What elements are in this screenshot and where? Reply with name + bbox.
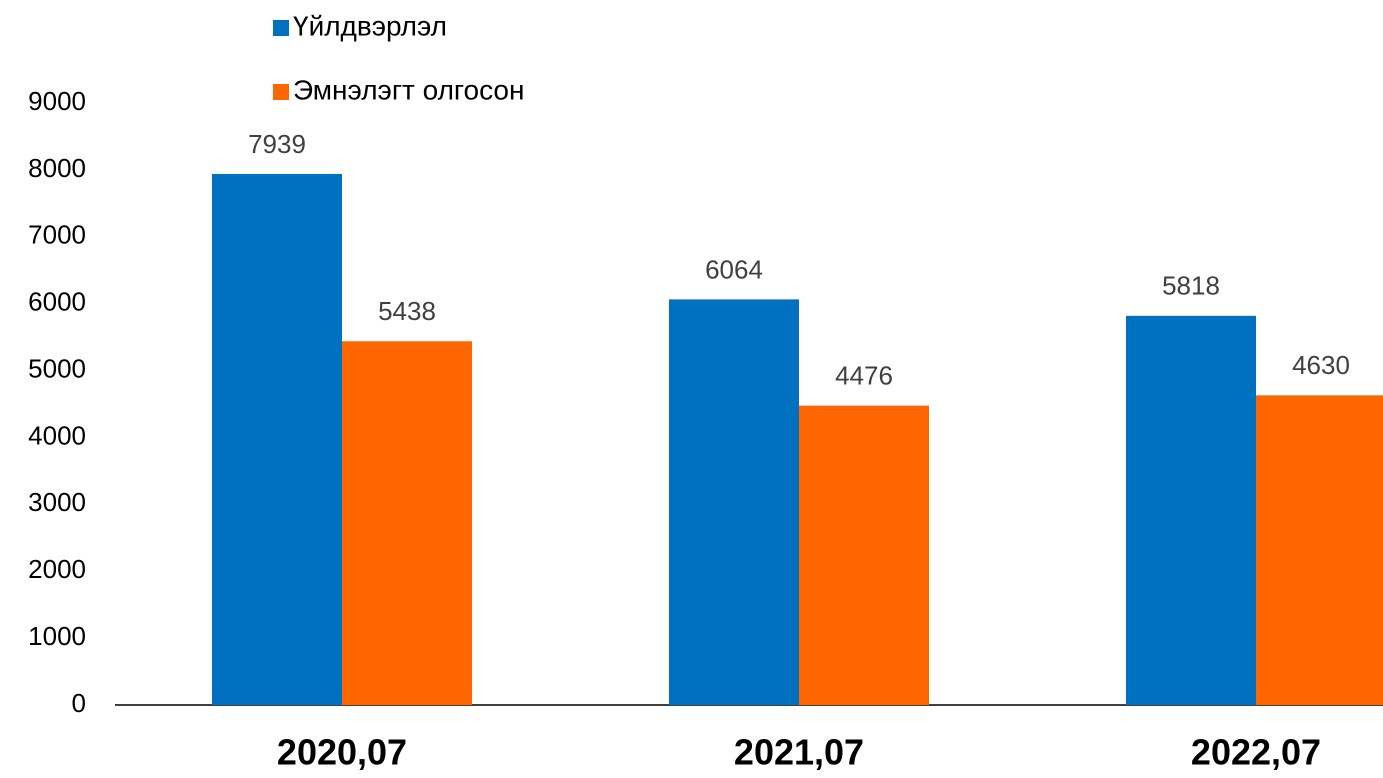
bar [342, 341, 472, 705]
bar [799, 405, 929, 705]
bar [669, 299, 799, 705]
value-label: 7939 [248, 129, 306, 159]
bar [1126, 315, 1256, 705]
y-tick-label: 5000 [28, 353, 86, 383]
y-tick-label: 3000 [28, 487, 86, 517]
y-tick-label: 4000 [28, 420, 86, 450]
y-tick-label: 2000 [28, 554, 86, 584]
x-tick-label: 2021,07 [734, 732, 864, 773]
y-tick-label: 8000 [28, 153, 86, 183]
value-label: 4476 [835, 360, 893, 390]
x-tick-label: 2020,07 [277, 732, 407, 773]
bar [212, 173, 342, 705]
y-tick-label: 7000 [28, 220, 86, 250]
y-tick-label: 0 [72, 688, 86, 718]
value-label: 6064 [705, 254, 763, 284]
value-label: 4630 [1292, 350, 1350, 380]
legend-label: Үйлдвэрлэл [293, 10, 447, 41]
legend-label: Эмнэлэгт олгосон [293, 74, 524, 105]
legend-swatch [273, 84, 289, 100]
y-tick-label: 6000 [28, 287, 86, 317]
x-tick-label: 2022,07 [1191, 732, 1321, 773]
bar [1256, 395, 1383, 705]
value-label: 5438 [378, 296, 436, 326]
y-tick-label: 1000 [28, 621, 86, 651]
value-label: 5818 [1162, 271, 1220, 301]
y-tick-label: 9000 [28, 86, 86, 116]
legend-swatch [273, 20, 289, 36]
